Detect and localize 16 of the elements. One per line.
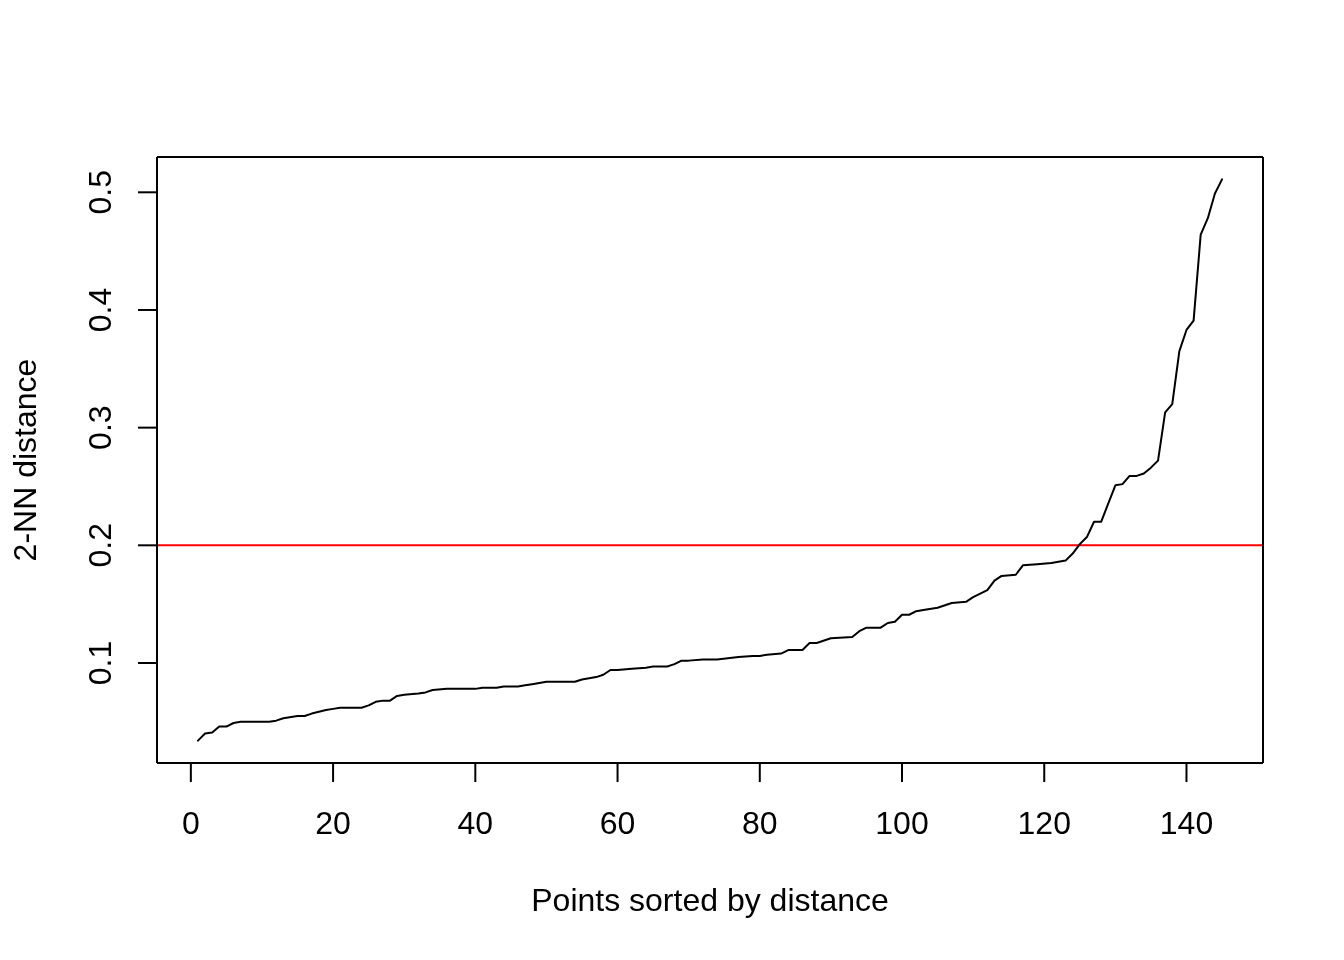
line-series [196,178,1224,742]
x-tick-label: 60 [599,805,636,841]
y-tick-label: 0.4 [82,287,118,333]
x-tick-label: 80 [741,805,778,841]
x-tick-label: 0 [181,805,200,841]
y-tick-label: 0.3 [82,405,118,450]
x-tick-label: 20 [315,805,351,841]
y-axis-title: 2-NN distance [7,358,43,562]
x-axis-title: Points sorted by distance [531,882,889,918]
y-tick-label: 0.2 [82,523,118,568]
y-tick-label: 0.1 [82,640,118,686]
y-tick-label: 0.5 [82,170,118,215]
x-tick-label: 40 [457,805,494,841]
x-tick-label: 100 [875,805,929,841]
x-tick-label: 120 [1017,805,1071,841]
x-tick-label: 140 [1159,805,1214,841]
